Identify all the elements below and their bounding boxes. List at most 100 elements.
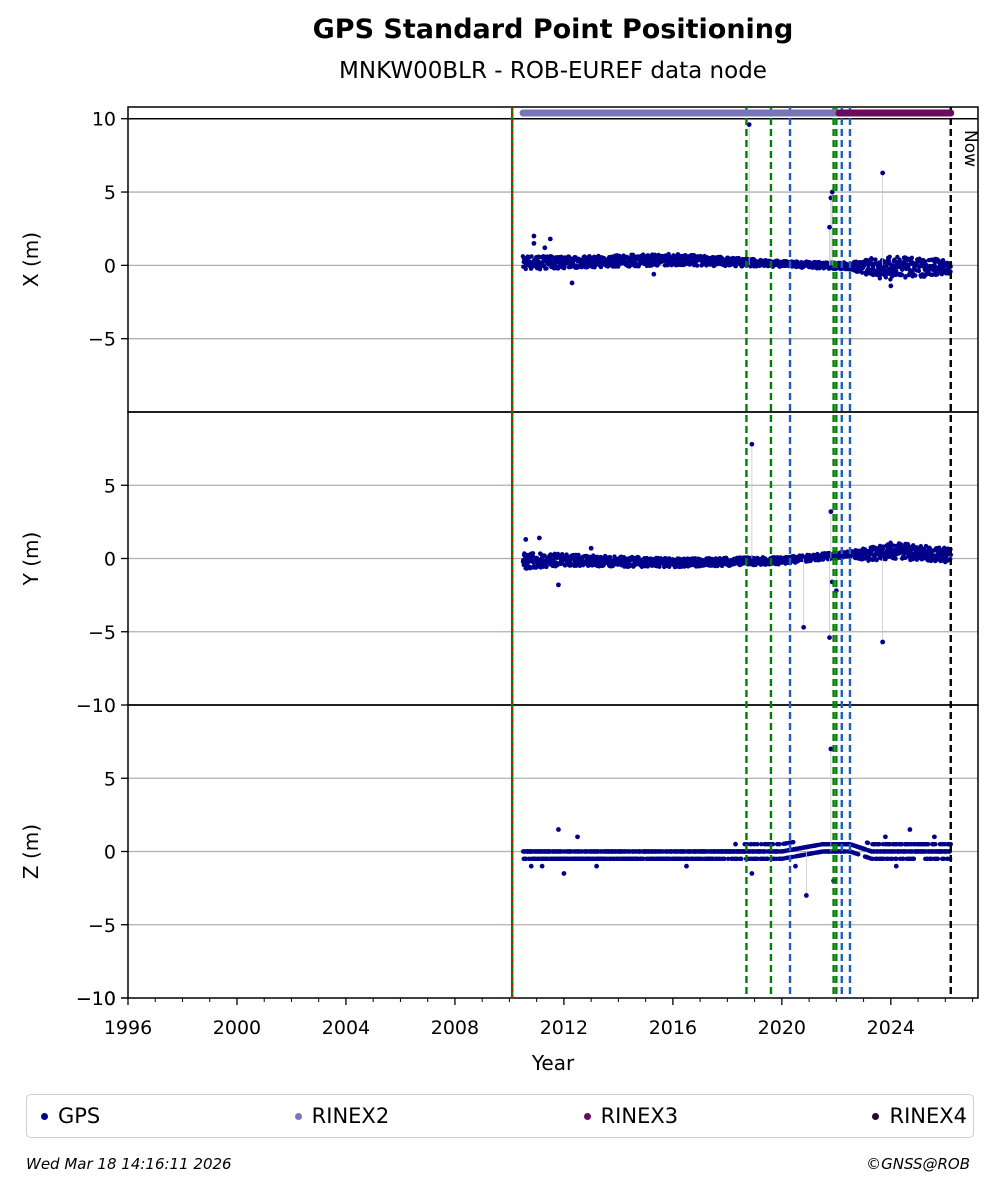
- data-point: [883, 275, 889, 280]
- data-point: [897, 257, 902, 262]
- gps-series: [520, 540, 954, 571]
- legend-item-rinex4: RINEX4: [872, 1104, 967, 1128]
- data-point: [869, 257, 875, 262]
- y-axis-label: X (m): [19, 232, 43, 287]
- data-point: [913, 273, 918, 278]
- data-point: [755, 841, 760, 847]
- data-point: [909, 255, 915, 261]
- data-point: [722, 856, 727, 862]
- outlier-point: [801, 624, 807, 630]
- outlier-point: [528, 863, 534, 869]
- outlier-point: [749, 871, 755, 876]
- outlier-point: [542, 245, 548, 251]
- outlier-point: [882, 834, 888, 840]
- data-point: [854, 259, 859, 264]
- outlier-point: [556, 582, 561, 588]
- outlier-point: [793, 863, 798, 869]
- outlier-point: [893, 863, 899, 869]
- legend-marker: [583, 1112, 591, 1120]
- data-point: [777, 841, 782, 847]
- outlier-point: [539, 863, 545, 869]
- data-point: [923, 543, 929, 549]
- data-point: [886, 257, 891, 263]
- data-point: [901, 856, 906, 862]
- x-tick-label: 2000: [213, 1017, 261, 1039]
- x-tick-label: 2008: [431, 1017, 479, 1039]
- x-tick-label: 2020: [758, 1017, 806, 1039]
- y-tick-label: 5: [104, 768, 116, 790]
- legend: GPS RINEX2 RINEX3 RINEX4: [26, 1094, 974, 1138]
- panel-frame: [127, 704, 979, 999]
- outlier-point: [588, 545, 594, 551]
- now-label: Now: [960, 130, 980, 167]
- data-point: [899, 841, 904, 847]
- data-point: [877, 276, 883, 281]
- y-tick-label: 0: [104, 842, 116, 864]
- outlier-point: [651, 271, 657, 277]
- data-point: [873, 257, 878, 262]
- x-tick-label: 2004: [322, 1017, 370, 1039]
- data-point: [610, 563, 615, 569]
- legend-label: RINEX3: [600, 1104, 679, 1128]
- outlier-point: [746, 122, 752, 127]
- data-point: [562, 265, 567, 270]
- outlier-point: [523, 537, 529, 542]
- data-point: [607, 554, 613, 560]
- outlier-point: [531, 240, 537, 246]
- data-point: [594, 554, 600, 559]
- y-tick-label: 5: [104, 475, 116, 497]
- data-point: [925, 841, 931, 847]
- y-axis-label: Y (m): [19, 532, 43, 587]
- outlier-point: [828, 509, 834, 515]
- outlier-point: [733, 841, 738, 847]
- data-point: [530, 551, 536, 556]
- data-point: [544, 266, 549, 271]
- data-point: [559, 255, 564, 260]
- x-axis-label: Year: [531, 1051, 575, 1075]
- data-point: [695, 263, 700, 268]
- legend-label: GPS: [58, 1104, 101, 1128]
- y-tick-label: −10: [76, 988, 116, 1010]
- outlier-point: [556, 827, 561, 832]
- data-point: [898, 542, 904, 547]
- footer-copyright: ©GNSS@ROB: [866, 1155, 970, 1173]
- y-axis-label: Z (m): [19, 824, 43, 879]
- gps-series: [520, 839, 953, 862]
- outlier-point: [531, 233, 537, 239]
- data-point: [598, 264, 604, 270]
- outlier-point: [827, 635, 832, 641]
- outlier-point: [888, 283, 894, 289]
- outlier-point: [561, 871, 567, 876]
- legend-item-gps: GPS: [41, 1104, 100, 1128]
- y-tick-label: 5: [104, 182, 116, 204]
- gps-series: [520, 251, 953, 282]
- x-tick-label: 1996: [104, 1017, 152, 1039]
- legend-label: RINEX4: [889, 1104, 967, 1128]
- data-point: [933, 841, 938, 847]
- outlier-point: [547, 236, 553, 242]
- legend-marker: [872, 1112, 880, 1120]
- data-point: [916, 268, 922, 274]
- data-point: [911, 856, 917, 862]
- data-point: [907, 271, 912, 277]
- legend-label: RINEX2: [311, 1104, 390, 1128]
- data-point: [877, 841, 882, 847]
- y-tick-label: −5: [88, 915, 116, 937]
- y-tick-label: −10: [76, 695, 116, 717]
- x-tick-label: 2016: [649, 1017, 697, 1039]
- outlier-point: [749, 441, 755, 447]
- x-tick-label: 2024: [867, 1017, 915, 1039]
- y-tick-label: 0: [104, 549, 116, 571]
- data-point: [935, 856, 941, 862]
- chart-subtitle: MNKW00BLR - ROB-EUREF data node: [339, 58, 767, 84]
- footer-timestamp: Wed Mar 18 14:16:11 2026: [26, 1155, 232, 1173]
- data-point: [725, 856, 731, 862]
- data-point: [765, 856, 771, 862]
- data-point: [676, 252, 681, 257]
- legend-item-rinex2: RINEX2: [294, 1104, 390, 1128]
- data-point: [894, 856, 899, 862]
- data-point: [759, 841, 764, 847]
- y-tick-label: −10: [76, 988, 116, 1010]
- y-tick-label: 0: [104, 255, 116, 277]
